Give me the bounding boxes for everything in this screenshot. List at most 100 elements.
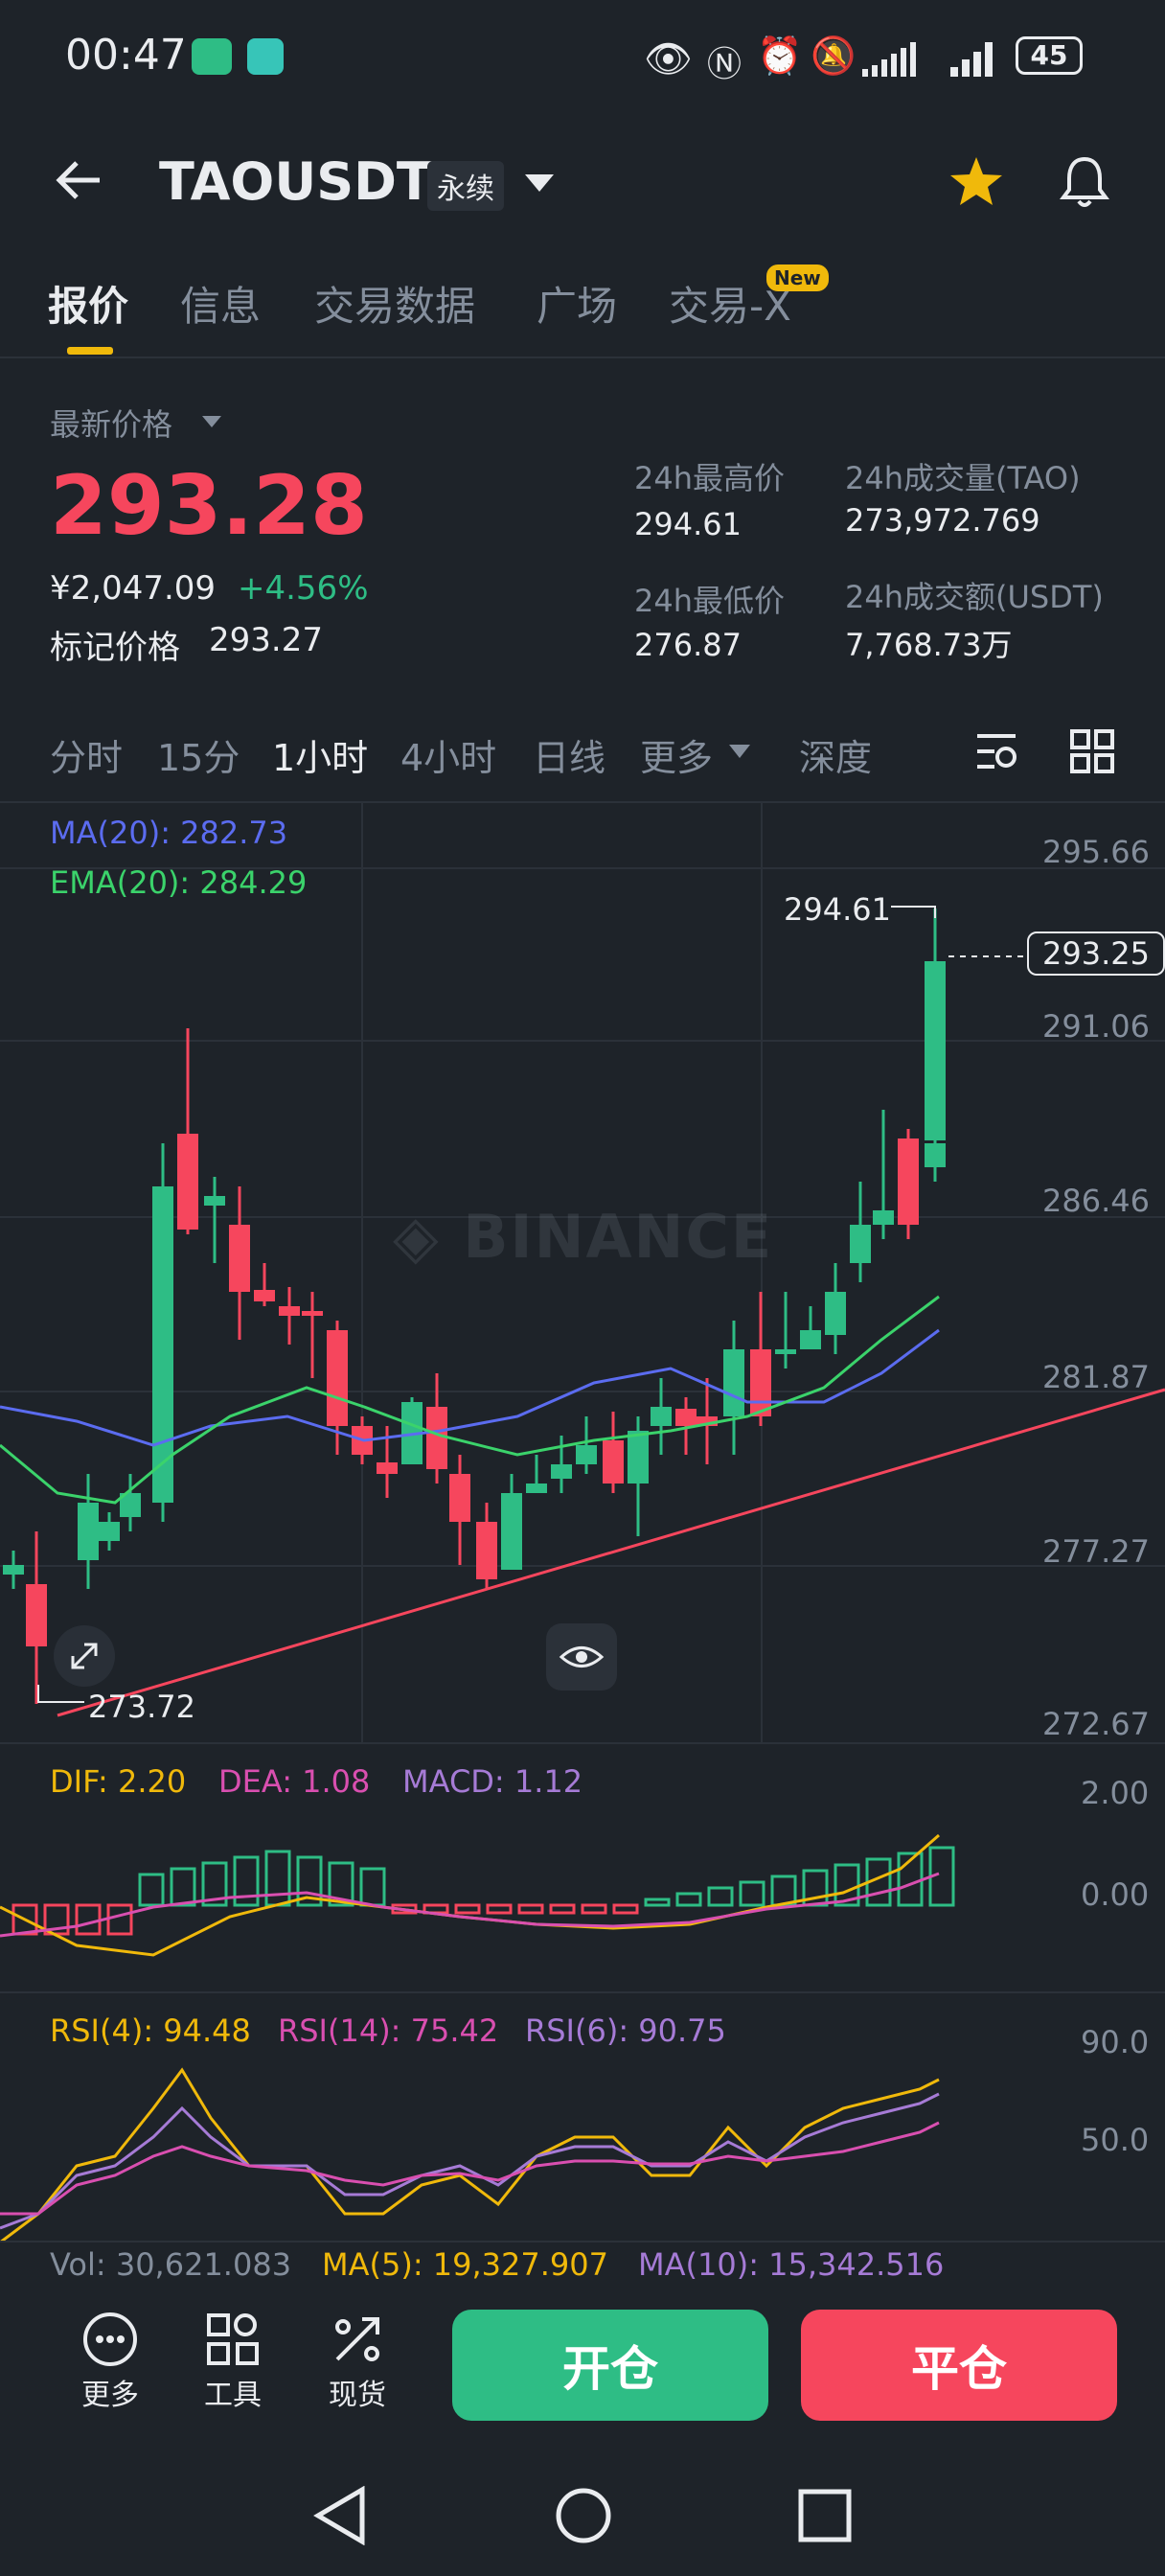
macd-bar [770, 1874, 797, 1907]
app-icon [247, 38, 284, 75]
candle-body [800, 1330, 821, 1349]
nav-back-icon[interactable] [312, 2485, 368, 2549]
nav-recents-icon[interactable] [797, 2488, 853, 2547]
macd-bar [644, 1898, 671, 1907]
candle-body [426, 1407, 447, 1469]
rsi-divider [0, 1991, 1165, 1993]
macd-bar [454, 1903, 481, 1915]
alarm-icon: ⏰ [757, 34, 803, 77]
candle-body [501, 1493, 522, 1570]
rsi14-line [0, 2121, 940, 2216]
candle-body [26, 1584, 47, 1646]
rsi-tick-1: 90.0 [1081, 2024, 1150, 2060]
more-button[interactable]: 更多 [67, 2312, 153, 2413]
volume-label: 24h成交量(TAO) [845, 460, 1081, 496]
candle-body [476, 1522, 497, 1579]
rsi-tick-2: 50.0 [1081, 2122, 1150, 2158]
chart-top-divider [0, 801, 1165, 803]
candle-body [377, 1462, 398, 1474]
high-value: 294.61 [634, 506, 742, 542]
y-tick-1: 295.66 [1042, 834, 1150, 870]
macd-bar [739, 1880, 765, 1907]
more-dots-icon [83, 2312, 137, 2366]
interval-more[interactable]: 更多 [640, 737, 714, 779]
price-label[interactable]: 最新价格 [50, 406, 173, 443]
macd-svg[interactable] [0, 1802, 1165, 1993]
candle-body [327, 1330, 348, 1426]
low-value: 276.87 [634, 627, 742, 663]
interval-1d[interactable]: 日线 [533, 737, 606, 779]
candle-body [603, 1440, 624, 1484]
nav-home-icon[interactable] [554, 2486, 613, 2549]
eye-icon: 👁 [644, 37, 693, 81]
candle-body [204, 1196, 225, 1206]
tab-quote[interactable]: 报价 [48, 283, 129, 330]
interval-time-sharing[interactable]: 分时 [50, 737, 124, 779]
tools-button[interactable]: 工具 [190, 2312, 276, 2413]
macd-divider [0, 1742, 1165, 1744]
low-leader-line [37, 1685, 84, 1703]
macd-bar [359, 1867, 386, 1907]
expand-icon[interactable] [54, 1625, 115, 1687]
candle-body [449, 1474, 470, 1522]
tab-square[interactable]: 广场 [537, 283, 618, 330]
battery-icon: 45 [1016, 36, 1083, 75]
tab-info[interactable]: 信息 [180, 283, 262, 330]
grid-layout-icon[interactable] [1069, 728, 1115, 778]
price-label-caret[interactable] [201, 414, 222, 432]
bell-icon[interactable] [1058, 153, 1111, 215]
macd-bar [233, 1855, 260, 1907]
y-tick-6: 272.67 [1042, 1706, 1150, 1742]
back-arrow-icon[interactable] [52, 153, 105, 211]
dropdown-icon[interactable] [523, 172, 556, 199]
chart-settings-icon[interactable] [973, 728, 1019, 778]
candle-body [850, 1225, 871, 1263]
star-icon[interactable] [948, 155, 1004, 213]
interval-depth[interactable]: 深度 [799, 737, 873, 779]
macd-chart[interactable] [0, 1802, 1165, 1993]
candle-body [697, 1416, 718, 1426]
spot-button[interactable]: 现货 [314, 2312, 400, 2413]
spot-swap-icon [335, 2317, 379, 2361]
candle-body [254, 1290, 275, 1301]
interval-15m[interactable]: 15分 [157, 737, 240, 779]
high-leader-line [891, 906, 936, 918]
candle-body [750, 1349, 771, 1416]
candle-body [152, 1186, 173, 1503]
last-price: 293.28 [50, 458, 368, 554]
active-tab-indicator [67, 347, 113, 355]
signal-icon-2 [950, 42, 1000, 77]
macd-bar [581, 1903, 607, 1915]
visibility-toggle-icon[interactable] [546, 1623, 617, 1690]
candle-body [302, 1311, 323, 1316]
candle-body [925, 961, 946, 1140]
status-time: 00:47 [65, 31, 187, 80]
rsi-svg[interactable] [0, 2051, 1165, 2244]
vol-divider [0, 2241, 1165, 2242]
more-caret-icon[interactable] [728, 744, 751, 763]
tab-trade-x[interactable]: 交易-X [669, 283, 791, 330]
macd-bar [707, 1886, 734, 1907]
candle-body [99, 1522, 120, 1541]
candle-body [551, 1464, 572, 1479]
candle-body [825, 1292, 846, 1335]
rsi-chart[interactable] [0, 2051, 1165, 2244]
y-tick-2: 291.06 [1042, 1008, 1150, 1045]
symbol-title[interactable]: TAOUSDT [159, 151, 432, 212]
candlestick-chart[interactable] [0, 803, 1165, 1742]
macd-bar [264, 1850, 291, 1907]
interval-4h[interactable]: 4小时 [400, 737, 497, 779]
interval-1h[interactable]: 1小时 [272, 737, 369, 779]
candle-body [120, 1493, 141, 1517]
trend-line [57, 1388, 1165, 1717]
main-chart[interactable] [0, 803, 1165, 1742]
ma-label: MA(20): 282.73 [50, 815, 288, 851]
tab-trade-data[interactable]: 交易数据 [314, 283, 476, 330]
macd-bar [106, 1903, 133, 1936]
close-position-button[interactable]: 平仓 [801, 2310, 1117, 2421]
contract-type-tag: 永续 [427, 161, 504, 211]
macd-bar [138, 1873, 165, 1907]
candle-body [3, 1565, 24, 1575]
battery-level: 45 [1030, 39, 1068, 71]
open-position-button[interactable]: 开仓 [452, 2310, 768, 2421]
